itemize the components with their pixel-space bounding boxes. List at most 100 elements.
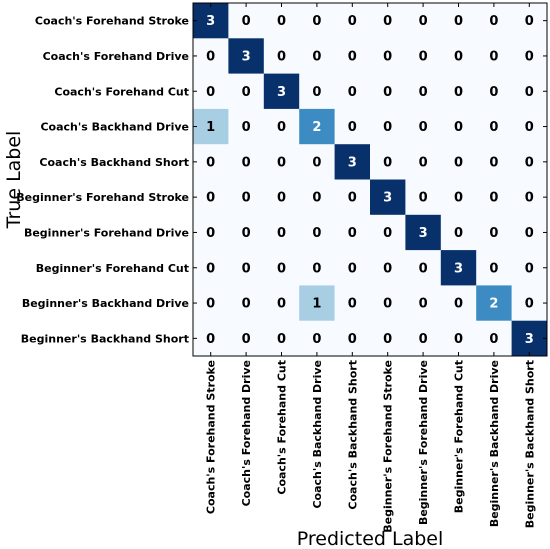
cell-value-label: 0 [312,226,321,241]
heatmap-cell-r6-c7 [440,214,477,251]
cell-value-label: 0 [454,120,463,135]
cell-value-label: 0 [454,155,463,170]
cell-value-label: 0 [348,226,357,241]
heatmap-cell-r9-c0 [193,320,229,357]
cell-value-labels: 3 0 0 0 0 0 0 0 0 0 0 3 0 0 0 0 0 0 0 0 0 0 3 0 0 0 0 0 0 0 1 0 0 2 0 0 0 0 0 0… [206,14,534,347]
heatmap-cell-r5-c0 [193,179,229,216]
heatmap-cell-r2-c8 [476,73,512,110]
heatmap-cell-r6-c1 [228,214,265,251]
heatmap-cell-r5-c7 [440,179,477,216]
cell-value-label: 3 [419,226,428,241]
cell-value-label: 0 [312,85,321,100]
cell-value-label: 0 [489,49,498,64]
cell-value-label: 0 [277,297,286,312]
cell-value-label: 0 [454,297,463,312]
x-tick-label-beginners-backhand-short: Beginner's Backhand Short [523,360,536,528]
heatmap-cell-r3-c4 [334,108,371,145]
cell-value-label: 0 [312,261,321,276]
heatmap-cell-r8-c6 [405,285,442,322]
cell-value-label: 3 [277,85,286,100]
heatmap-cell-r4-c6 [405,144,442,180]
cell-value-label: 0 [525,49,534,64]
cell-value-label: 0 [383,261,392,276]
cell-value-label: 3 [206,14,215,29]
heatmap-cell-r8-c8 [476,285,512,322]
heatmap-cell-r8-c9 [511,285,548,322]
heatmap-cell-r4-c2 [263,144,300,180]
heatmap-cell-r1-c3 [299,38,335,74]
cell-value-label: 0 [348,14,357,29]
cell-value-label: 3 [383,191,392,206]
heatmap-cell-r2-c1 [228,73,265,110]
heatmap-cell-r4-c7 [440,144,477,180]
heatmap-cell-r0-c6 [405,3,442,39]
cell-value-label: 0 [454,49,463,64]
heatmap-cell-r6-c6 [405,214,442,251]
axis-ticks [193,3,547,356]
cell-value-label: 3 [242,49,251,64]
heatmap-cell-r1-c6 [405,38,442,74]
cell-value-label: 0 [206,261,215,276]
heatmap-cell-r7-c9 [511,250,548,286]
heatmap-cell-r9-c7 [440,320,477,357]
cell-value-label: 0 [419,261,428,276]
cell-value-label: 0 [206,85,215,100]
cell-value-label: 0 [242,332,251,347]
heatmap-cell-r2-c5 [370,73,406,110]
cell-value-label: 3 [454,261,463,276]
heatmap-cell-r7-c6 [405,250,442,286]
heatmap-cell-r7-c8 [476,250,512,286]
cell-value-label: 0 [489,120,498,135]
cell-value-label: 0 [525,120,534,135]
y-tick-label-beginners-forehand-stroke: Beginner's Forehand Stroke [16,191,189,204]
cell-value-label: 0 [242,226,251,241]
heatmap-cell-r0-c4 [334,3,371,39]
heatmap-cell-r7-c5 [370,250,406,286]
heatmap-cell-r0-c8 [476,3,512,39]
cell-value-label: 2 [489,297,498,312]
x-tick-label-coachs-forehand-drive: Coach's Forehand Drive [240,360,253,506]
heatmap-cell-r5-c5 [370,179,406,216]
heatmap-cell-r4-c1 [228,144,265,180]
heatmap-cell-r2-c9 [511,73,548,110]
heatmap-cell-r0-c7 [440,3,477,39]
y-tick-label-coachs-forehand-cut: Coach's Forehand Cut [54,85,189,98]
heatmap-cell-r8-c3 [299,285,335,322]
heatmap-cell-r6-c4 [334,214,371,251]
cell-value-label: 0 [454,332,463,347]
cell-value-label: 0 [242,120,251,135]
cell-value-label: 0 [348,85,357,100]
cell-value-label: 0 [419,191,428,206]
heatmap-cell-r2-c0 [193,73,229,110]
heatmap-cell-r9-c1 [228,320,265,357]
y-tick-label-coachs-backhand-short: Coach's Backhand Short [39,156,189,169]
heatmap-cell-r3-c9 [511,108,548,145]
x-tick-label-beginners-backhand-drive: Beginner's Backhand Drive [488,360,501,527]
heatmap-cell-r5-c3 [299,179,335,216]
heatmap-cell-r3-c6 [405,108,442,145]
cell-value-label: 0 [312,49,321,64]
cell-value-label: 0 [489,14,498,29]
heatmap-cell-r9-c8 [476,320,512,357]
heatmap-cell-r7-c7 [440,250,477,286]
heatmap-cell-r3-c7 [440,108,477,145]
y-tick-label-coachs-forehand-drive: Coach's Forehand Drive [43,50,189,63]
heatmap-cell-r8-c5 [370,285,406,322]
cell-value-label: 0 [383,155,392,170]
cell-value-label: 0 [277,261,286,276]
heatmap-cell-r1-c4 [334,38,371,74]
cell-value-label: 3 [525,332,534,347]
cell-value-label: 0 [383,297,392,312]
heatmap-cell-r4-c3 [299,144,335,180]
cell-value-label: 0 [419,49,428,64]
cell-value-label: 0 [206,297,215,312]
heatmap-cell-r8-c4 [334,285,371,322]
cell-value-label: 0 [489,332,498,347]
heatmap-cell-r7-c3 [299,250,335,286]
heatmap-cell-r7-c4 [334,250,371,286]
cell-value-label: 0 [348,49,357,64]
x-axis-label: Predicted Label [297,528,444,549]
cell-value-label: 0 [383,49,392,64]
cell-value-label: 0 [454,191,463,206]
